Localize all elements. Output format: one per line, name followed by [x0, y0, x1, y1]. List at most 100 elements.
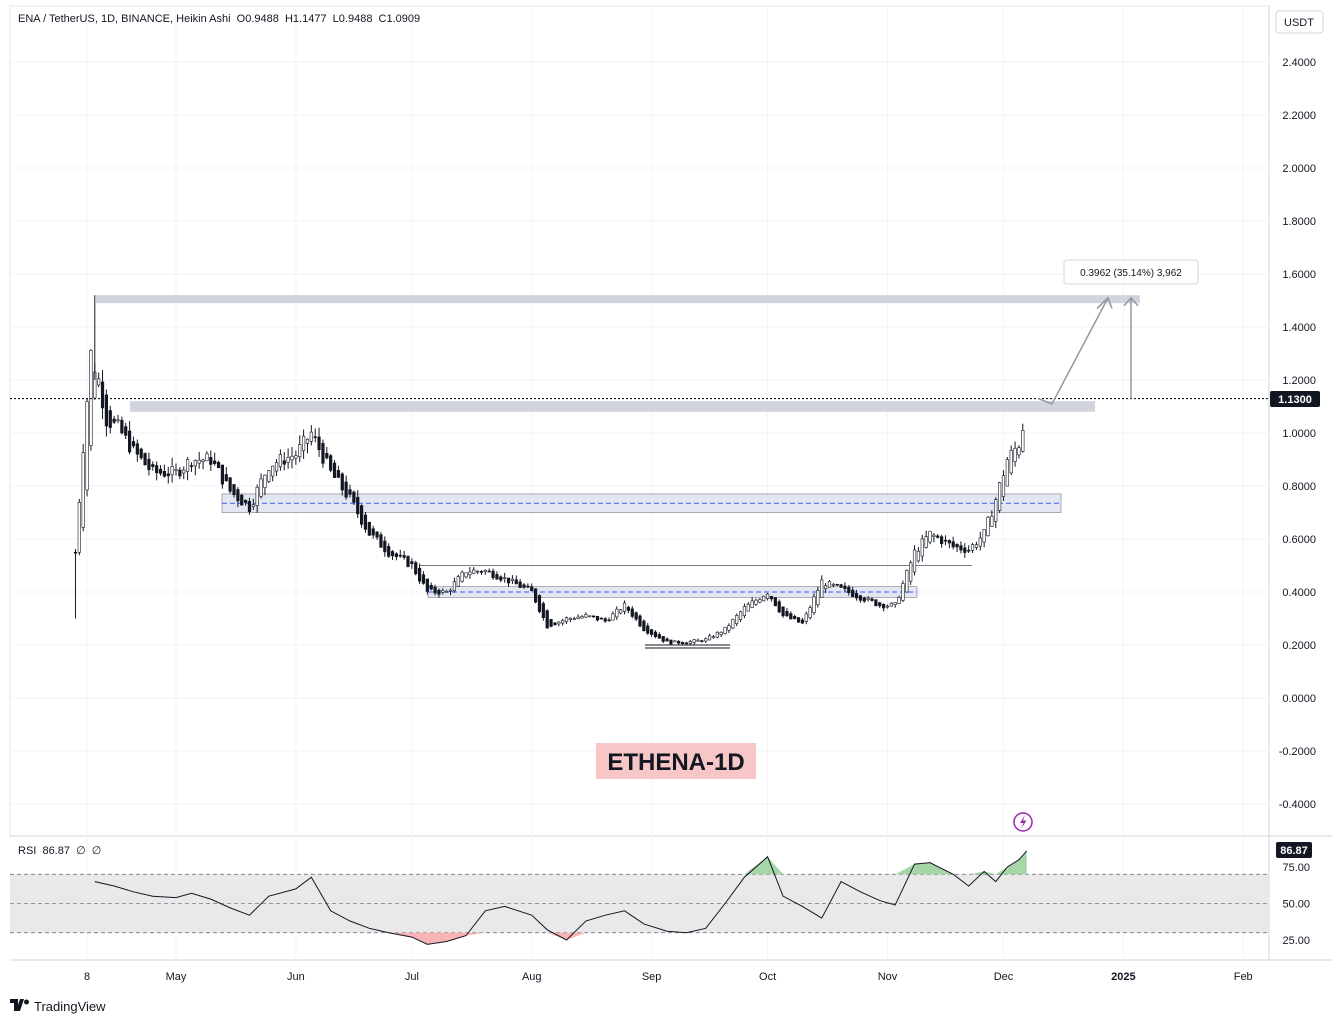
candle-body — [305, 438, 310, 444]
rsi-tick-label: 75.00 — [1282, 862, 1310, 874]
y-tick-label: 2.4000 — [1282, 57, 1316, 69]
candle-body — [893, 602, 897, 605]
x-tick-label: 8 — [84, 971, 90, 983]
y-tick-label: 1.4000 — [1282, 322, 1316, 334]
candle-body — [742, 606, 747, 616]
candle-body — [572, 618, 576, 620]
candle-body — [456, 576, 460, 587]
candle-body — [85, 401, 89, 491]
candle-body — [854, 593, 859, 599]
candle-body — [940, 536, 944, 545]
ohlc-values: O0.9488 H1.1477 L0.9488 C1.0909 — [236, 13, 421, 25]
candle-body — [178, 469, 182, 477]
candle-body — [820, 579, 824, 598]
candle-body — [746, 603, 750, 612]
candle-body — [1013, 447, 1017, 462]
candle-body — [174, 469, 178, 471]
currency-label: USDT — [1284, 17, 1314, 29]
candle-body — [661, 636, 665, 642]
candle-body — [259, 478, 263, 497]
candle-body — [584, 614, 588, 618]
candle-body — [673, 640, 677, 643]
candle-body — [650, 629, 654, 635]
rsi-overbought-fill — [744, 856, 768, 875]
candle-body — [97, 378, 101, 386]
candle-body — [371, 528, 375, 536]
candle-body — [460, 571, 464, 582]
candle-body — [379, 534, 383, 548]
candle-body — [955, 543, 959, 548]
candle-body — [209, 457, 213, 465]
candle-body — [220, 464, 225, 485]
candle-body — [325, 453, 329, 459]
candle-body — [510, 578, 515, 581]
candle-body — [445, 590, 449, 593]
candle-body — [781, 606, 785, 617]
candle-body — [81, 452, 85, 528]
candle-body — [568, 617, 573, 620]
candle-body — [936, 535, 940, 538]
resistance-zone — [130, 401, 1095, 412]
candle-body — [553, 622, 557, 626]
y-tick-label: 2.2000 — [1282, 110, 1316, 122]
candle-body — [561, 619, 565, 624]
candle-body — [108, 410, 112, 428]
candle-body — [441, 590, 445, 593]
candle-body — [201, 459, 205, 462]
candle-body — [274, 462, 279, 472]
candle-body — [394, 553, 399, 558]
candle-body — [580, 616, 584, 619]
candle-body — [843, 585, 847, 590]
candle-body — [634, 612, 638, 620]
candle-body — [340, 473, 344, 491]
candle-body — [429, 584, 433, 590]
candle-body — [468, 571, 472, 576]
candle-body — [499, 576, 503, 581]
measure-box[interactable] — [1063, 259, 1199, 285]
lightning-icon[interactable] — [1013, 812, 1033, 832]
candle-body — [495, 574, 499, 580]
candle-body — [692, 639, 696, 643]
x-tick-label: 2025 — [1111, 971, 1135, 983]
currency-box[interactable] — [1275, 10, 1324, 34]
candle-body — [255, 486, 259, 506]
y-tick-label: 1.0000 — [1282, 428, 1316, 440]
candle-body — [282, 460, 286, 465]
candle-body — [967, 549, 971, 552]
candle-body — [193, 460, 197, 467]
candle-body — [665, 638, 669, 642]
candle-body — [406, 556, 410, 567]
rsi-overbought-fill — [1018, 850, 1027, 875]
candle-body — [700, 640, 704, 642]
last-price-badge — [1270, 391, 1320, 407]
candle-body — [812, 596, 816, 613]
candle-body — [464, 572, 468, 578]
candle-body — [549, 619, 553, 627]
candle-body — [905, 570, 909, 593]
rsi-tick-label: 25.00 — [1282, 935, 1310, 947]
candle-body — [963, 547, 967, 553]
candle-body — [189, 465, 194, 467]
candle-body — [317, 436, 321, 451]
candle-body — [247, 501, 252, 512]
y-tick-label: -0.2000 — [1279, 746, 1316, 758]
candle-body — [874, 599, 878, 607]
footer-brand[interactable]: TradingView — [10, 993, 106, 1014]
candle-body — [329, 455, 333, 471]
candle-body — [839, 584, 843, 588]
candle-body — [994, 499, 998, 522]
candle-body — [278, 454, 283, 468]
candle-body — [653, 631, 658, 637]
candle-body — [205, 453, 209, 462]
candle-body — [824, 585, 828, 590]
candle-body — [943, 539, 948, 542]
candle-body — [878, 602, 882, 607]
candle-body — [789, 613, 793, 620]
candle-body — [680, 641, 685, 644]
y-tick-label: 1.8000 — [1282, 216, 1316, 228]
candle-body — [727, 625, 731, 631]
rsi-overbought-fill — [895, 864, 915, 875]
candle-body — [120, 419, 124, 434]
candle-body — [244, 499, 248, 503]
